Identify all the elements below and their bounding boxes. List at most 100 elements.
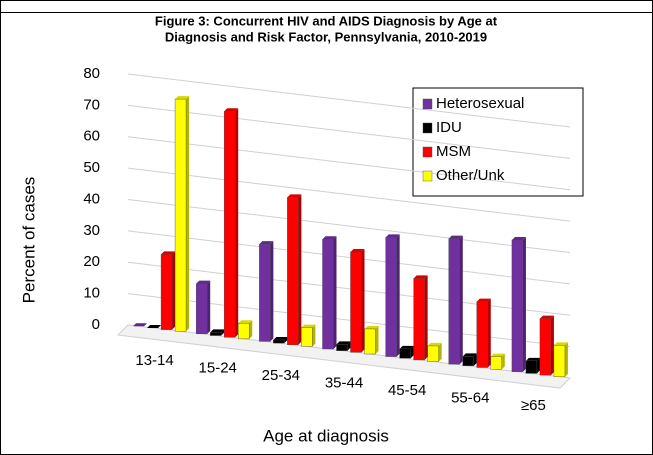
bar-top: [336, 341, 351, 345]
bar-side: [172, 251, 176, 330]
x-tick-label: 13-14: [135, 352, 173, 369]
bar-side: [375, 325, 379, 355]
bar-top: [350, 248, 365, 252]
floor: [116, 324, 572, 389]
bar-side: [550, 315, 554, 376]
bar-top: [161, 251, 176, 255]
bar: [490, 356, 502, 370]
bar: [224, 111, 236, 338]
bar-top: [399, 345, 414, 349]
bar-top: [448, 235, 463, 239]
x-tick-label: 45-54: [388, 382, 426, 399]
grid-line: [127, 104, 571, 159]
bar-top: [210, 329, 225, 333]
bar-top: [490, 353, 505, 357]
bar: [210, 332, 222, 336]
grid-line: [127, 167, 571, 222]
x-tick-label: ≥65: [521, 397, 546, 414]
bar-side: [249, 320, 253, 339]
bar: [385, 237, 397, 357]
x-tick-label: 25-34: [262, 367, 300, 384]
grid-line: [127, 230, 571, 285]
bar-top: [133, 323, 148, 327]
bar-side: [361, 248, 365, 353]
chart-title: Figure 3: Concurrent HIV and AIDS Diagno…: [155, 13, 498, 28]
bar-top: [273, 336, 288, 340]
bar: [196, 283, 208, 335]
bar: [301, 327, 313, 347]
bar: [273, 339, 285, 344]
bar-side: [235, 108, 239, 338]
bar-side: [564, 342, 568, 377]
chart-subtitle: Diagnosis and Risk Factor, Pennsylvania,…: [165, 29, 487, 44]
bar-side: [473, 353, 477, 366]
bar: [350, 251, 362, 353]
y-axis-label: Percent of cases: [19, 177, 38, 304]
bar: [553, 345, 566, 377]
legend-box: [412, 87, 584, 197]
bar-top: [259, 241, 274, 245]
legend-swatch: [422, 98, 433, 110]
bar-top: [287, 194, 302, 198]
bar-side: [221, 329, 225, 336]
bar-top: [175, 96, 190, 100]
legend-swatch: [422, 122, 433, 134]
legend-swatch: [422, 146, 433, 158]
bar-side: [333, 236, 337, 349]
legend-label: MSM: [436, 143, 471, 160]
legend-label: Heterosexual: [436, 95, 524, 112]
bar-side: [284, 336, 288, 344]
bar-side: [312, 324, 316, 347]
bar-top: [427, 342, 442, 346]
bar-side: [186, 96, 190, 332]
bar-top: [385, 234, 400, 238]
bar-top: [196, 280, 211, 284]
grid-line: [127, 73, 571, 128]
bar-side: [396, 234, 400, 357]
y-tick-label: 30: [83, 222, 100, 239]
bar: [413, 278, 425, 361]
bar: [476, 301, 488, 368]
bar-top: [511, 236, 526, 240]
legend-label: IDU: [436, 119, 462, 136]
bar: [525, 360, 538, 374]
bar-side: [410, 345, 414, 359]
bar-side: [487, 298, 491, 368]
bar-top: [322, 236, 337, 240]
bar-top: [147, 324, 162, 328]
bar-side: [459, 235, 463, 365]
bar: [448, 238, 460, 365]
x-tick-label: 55-64: [451, 390, 489, 407]
bar-side: [522, 236, 526, 372]
bar-side: [270, 241, 274, 342]
bar-top: [462, 353, 477, 357]
bar-top: [553, 342, 568, 346]
bar: [336, 344, 348, 351]
x-tick-label: 35-44: [325, 374, 363, 391]
bar-side: [347, 341, 351, 351]
grid-line: [127, 136, 571, 191]
bar-top: [238, 320, 253, 324]
grid-line: [127, 261, 571, 316]
bar: [511, 239, 524, 372]
bar: [160, 254, 173, 330]
bar: [238, 322, 250, 340]
bar: [539, 318, 552, 376]
bar-side: [501, 353, 505, 370]
x-axis-label: Age at diagnosis: [263, 426, 389, 445]
bar-top: [476, 298, 491, 302]
bar-side: [536, 357, 540, 374]
y-tick-label: 60: [83, 128, 100, 145]
bar-top: [301, 324, 316, 328]
bar: [174, 98, 187, 332]
bar-side: [207, 280, 211, 334]
bar: [427, 345, 439, 362]
bar: [287, 197, 299, 345]
legend-label: Other/Unk: [436, 167, 505, 184]
legend-swatch: [422, 170, 433, 182]
x-tick-label: 15-24: [199, 359, 237, 376]
y-tick-label: 0: [92, 316, 100, 333]
grid-line: [127, 199, 571, 254]
